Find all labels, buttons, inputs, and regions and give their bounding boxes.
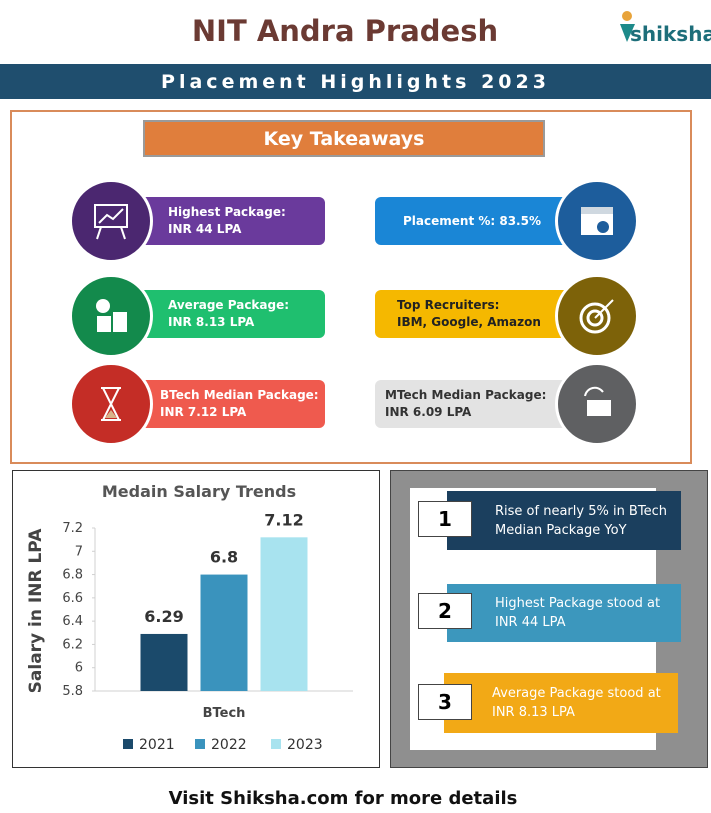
takeaway-label: MTech Median Package: [385,388,547,402]
y-axis-label: Salary in INR LPA [26,528,46,694]
chart: Medain Salary Trends Salary in INR LPA 5… [12,470,380,768]
data-label: 6.8 [210,548,238,567]
legend-label: 2021 [139,737,175,753]
legend-swatch [195,739,205,749]
icon [101,387,121,421]
legend-swatch [271,739,281,749]
footer: Visit Shiksha.com for more details [168,788,518,809]
y-tick-label: 6.6 [62,591,83,606]
icon-circle [555,362,639,446]
takeaway-pill: Top Recruiters: IBM, Google, Amazon [375,290,570,338]
takeaway-pill: Highest Package: INR 44 LPA [130,197,325,245]
y-tick-label: 6 [75,661,83,676]
takeaway-pill: Average Package: INR 8.13 LPA [130,290,325,338]
logo-svg [620,11,635,42]
highlight-text: Rise of nearly 5% in BTech Median Packag… [495,503,667,538]
y-tick-label: 6.8 [62,568,83,583]
icon [94,204,128,240]
takeaways-title: Key Takeaways [263,127,425,150]
highlight-box: Highest Package stood at INR 44 LPA [447,584,681,642]
takeaway-pill: BTech Median Package: INR 7.12 LPA [130,380,325,428]
subtitle-band: Placement Highlights 2023 [0,64,711,99]
legend-label: 2022 [211,737,247,753]
takeaways-frame [10,110,692,464]
takeaways-title-box: Key Takeaways [143,120,545,157]
highlight-text: Highest Package stood at INR 44 LPA [495,596,661,630]
takeaway-label: Highest Package: [168,205,286,219]
x-tick-label: BTech [203,706,246,721]
icon-circle [555,179,639,263]
highlight-number: 2 [418,593,472,629]
icon-circle [555,274,639,358]
y-tick-label: 7.2 [62,521,83,536]
icon [584,386,611,416]
icon [579,299,614,334]
takeaway-pill: MTech Median Package: INR 6.09 LPA [375,380,570,428]
page-title: NIT Andra Pradesh [191,14,499,48]
legend-label: 2023 [287,737,323,753]
icon-circle [69,362,153,446]
takeaway-label: Placement %: 83.5% [403,213,541,228]
highlight-box: Average Package stood at INR 8.13 LPA [444,673,678,733]
logo-icon [617,8,639,44]
takeaway-value: INR 8.13 LPA [168,315,255,329]
y-tick-label: 7 [75,544,83,559]
highlight-number: 3 [418,684,472,720]
highlight-text: Average Package stood at INR 8.13 LPA [492,686,661,720]
y-tick-label: 6.4 [62,614,83,629]
logo-text: shiksha [630,22,711,46]
y-tick-label: 5.8 [62,684,83,699]
takeaway-value: IBM, Google, Amazon [397,315,541,329]
bar [200,574,248,691]
highlight-box: Rise of nearly 5% in BTech Median Packag… [447,491,681,550]
bar [260,537,308,691]
takeaway-value: INR 6.09 LPA [385,405,472,419]
data-label: 7.12 [264,510,303,529]
y-tick-label: 6.2 [62,637,83,652]
takeaway-label: Average Package: [168,298,290,312]
legend-swatch [123,739,133,749]
data-label: 6.29 [144,607,183,626]
icon [96,299,127,332]
icon-circle [69,274,153,358]
icon [581,207,613,235]
subtitle: Placement Highlights 2023 [161,70,550,93]
takeaway-label: BTech Median Package: [160,388,319,402]
takeaway-value: INR 7.12 LPA [160,405,247,419]
takeaway-value: INR 44 LPA [168,222,242,236]
takeaway-pill: Placement %: 83.5% [375,197,570,245]
highlight-number: 1 [418,501,472,537]
chart-title: Medain Salary Trends [102,482,296,501]
icon-circle [69,179,153,263]
bar [140,633,188,691]
takeaway-label: Top Recruiters: [397,298,500,312]
